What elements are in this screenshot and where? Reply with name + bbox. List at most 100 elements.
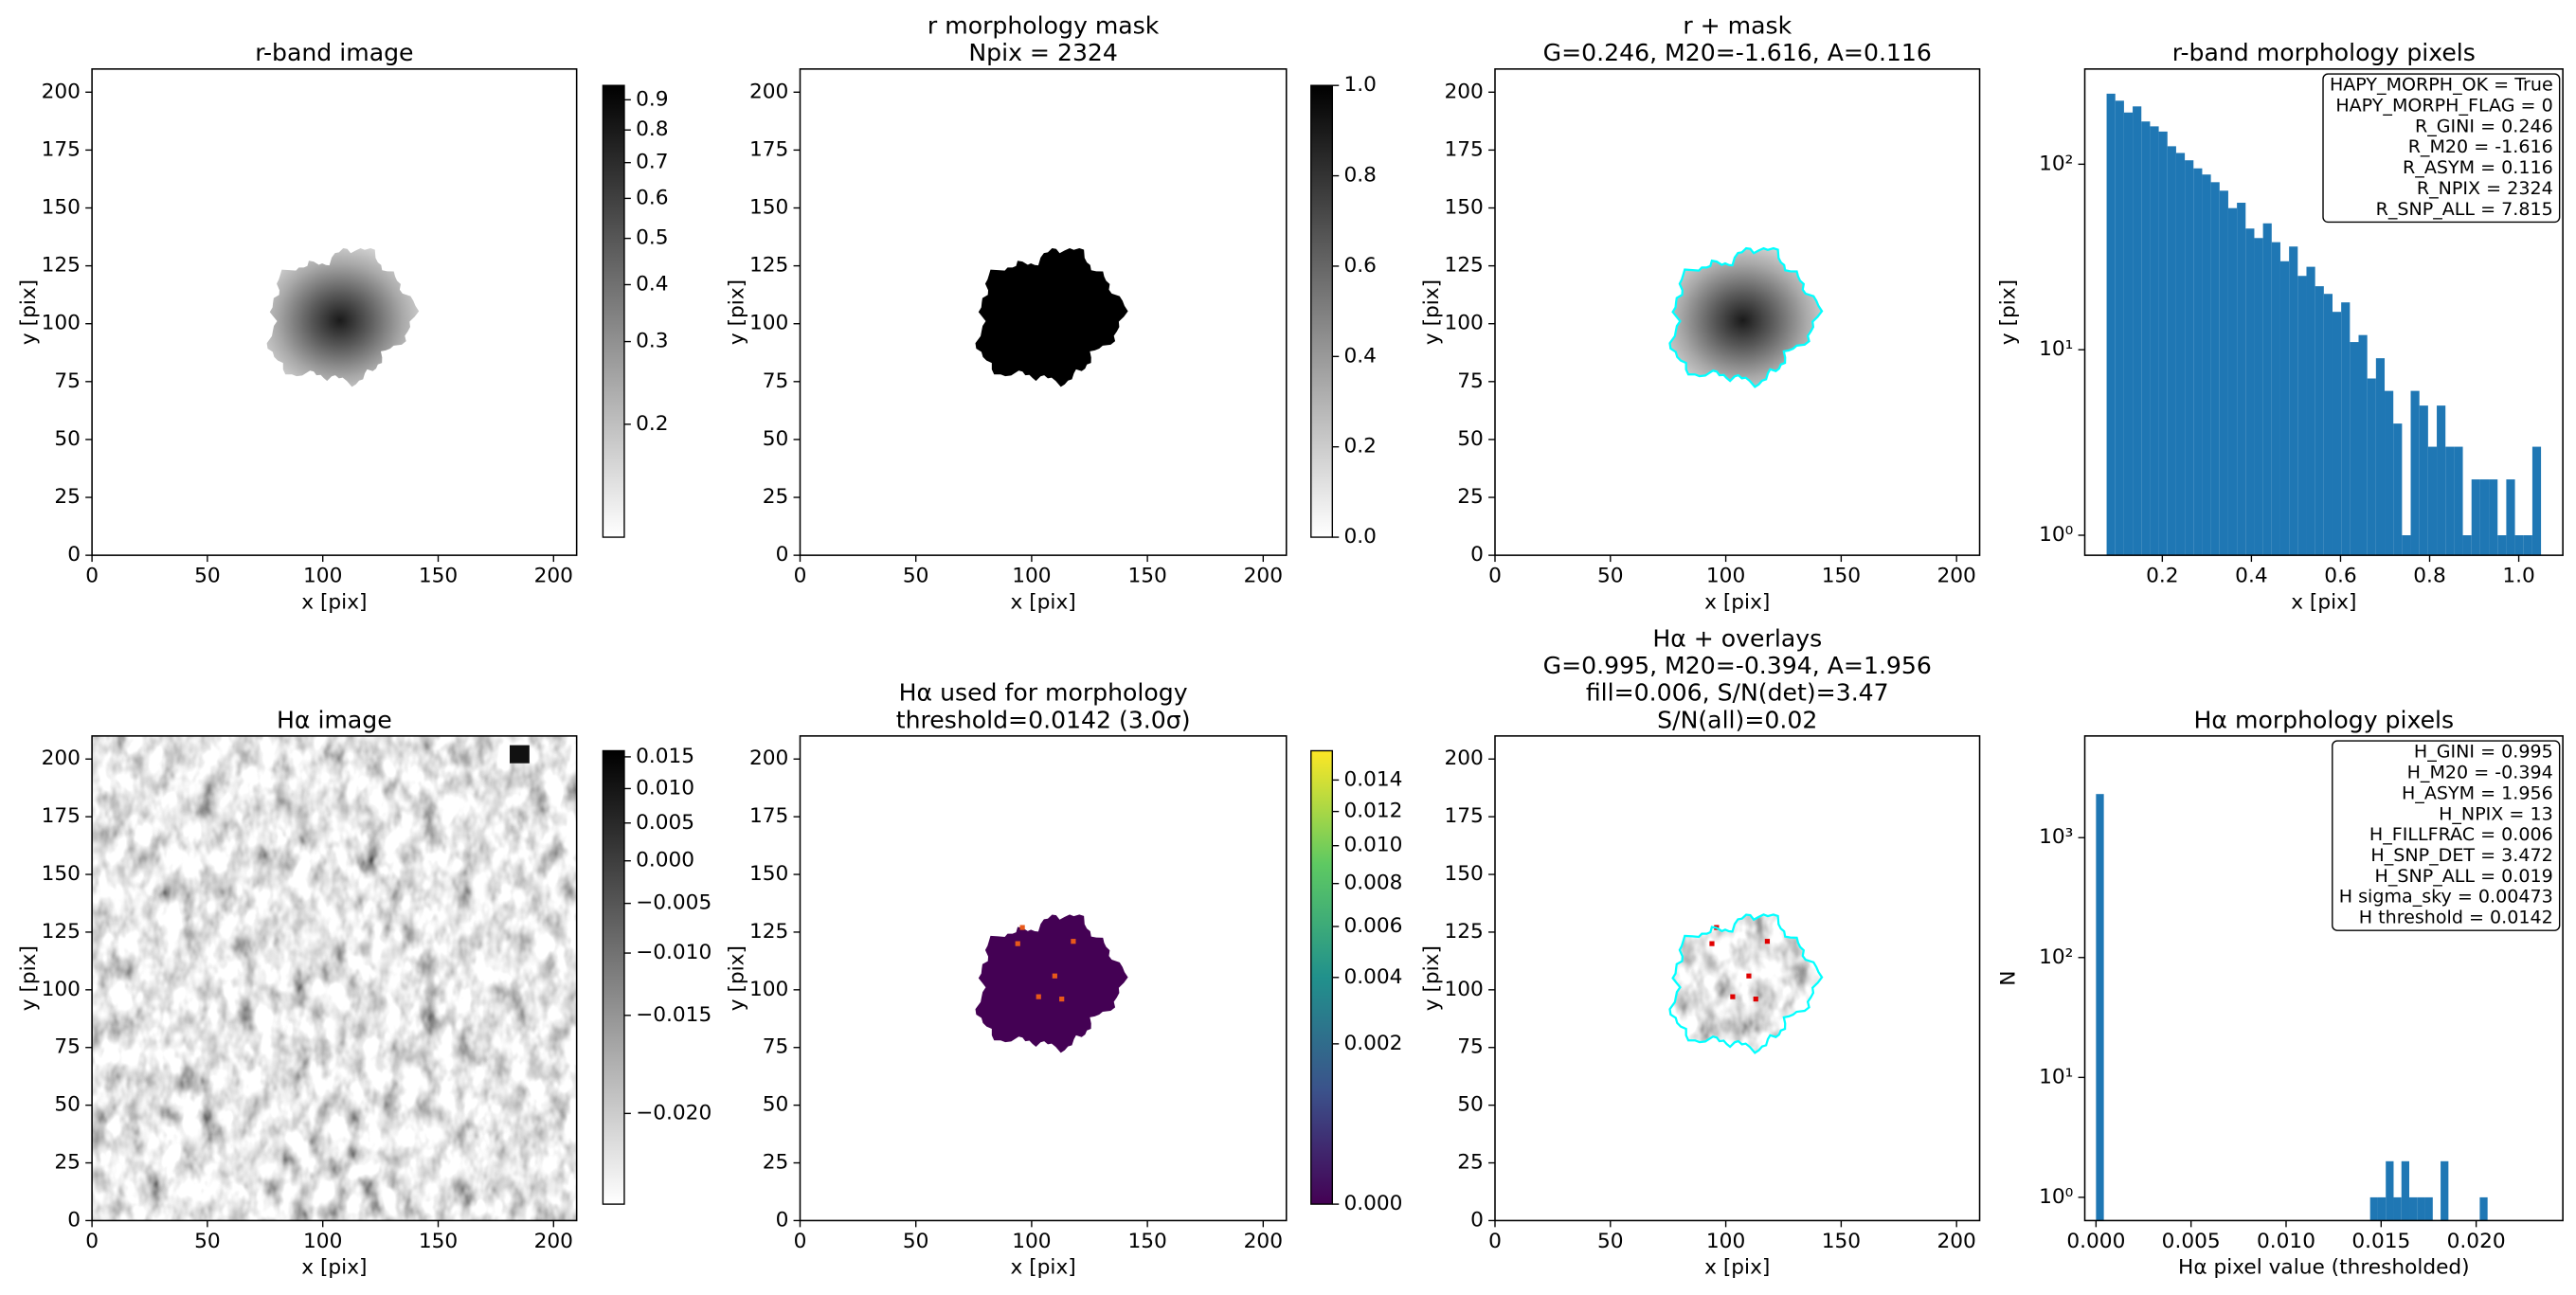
panel: Hα image 0 50 100 150 200 0 25 50 75 100 125 150 175 2…: [17, 706, 712, 1279]
hist-bar: [2471, 479, 2480, 556]
panel-title: threshold=0.0142 (3.0σ): [896, 706, 1191, 733]
x-axis-label: x [pix]: [1011, 590, 1076, 614]
colorbar-tick-label: 0.6: [1343, 254, 1376, 278]
y-tick-label: 75: [1457, 1035, 1484, 1059]
y-tick-label: 200: [749, 80, 788, 103]
bright-pixel: [1052, 973, 1057, 979]
panel-title: Hα + overlays: [1652, 624, 1822, 652]
panel-title: G=0.246, M20=-1.616, A=0.116: [1543, 39, 1932, 66]
x-tick-label: 0.000: [2066, 1230, 2125, 1253]
x-tick-label: 0.8: [2413, 565, 2445, 588]
colorbar-tick-label: 0.000: [1343, 1192, 1402, 1215]
hist-bar: [2210, 182, 2220, 556]
x-tick-label: 100: [303, 1230, 342, 1253]
hist-bar: [2150, 126, 2159, 556]
y-tick-label: 100: [749, 312, 788, 335]
bright-pixel: [1746, 973, 1752, 979]
x-tick-label: 150: [1822, 1230, 1861, 1253]
hist-bar: [2523, 535, 2532, 556]
hist-bar: [2369, 1196, 2378, 1221]
y-tick-label: 10⁰: [2039, 1185, 2073, 1209]
x-tick-label: 200: [1937, 1230, 1976, 1253]
stats-line: H_SNP_DET = 3.472: [2370, 845, 2552, 866]
y-tick-label: 100: [1445, 978, 1484, 1001]
bright-pixel: [1015, 941, 1020, 946]
axes-frame: [91, 735, 578, 1222]
y-tick-label: 50: [1457, 427, 1484, 451]
axes-frame: [799, 735, 1288, 1222]
hist-bar: [2419, 405, 2428, 556]
hist-bar: [2377, 1196, 2387, 1221]
x-tick-label: 100: [1012, 565, 1051, 588]
colorbar-tick-label: 0.8: [636, 117, 668, 141]
x-tick-label: 0.005: [2162, 1230, 2221, 1253]
colorbar-tick-label: 0.004: [1343, 965, 1402, 989]
colorbar-tick-label: 0.3: [636, 330, 668, 353]
stats-line: HAPY_MORPH_FLAG = 0: [2335, 96, 2552, 117]
bright-pixel: [1730, 994, 1736, 999]
colorbar-tick-label: −0.015: [636, 1003, 712, 1027]
panel-title: Hα image: [277, 706, 392, 733]
stats-line: R_GINI = 0.246: [2415, 116, 2553, 136]
hist-bar: [2531, 446, 2542, 556]
hist-bar: [2358, 334, 2368, 556]
x-axis-label: x [pix]: [1704, 590, 1770, 614]
hist-bar: [2096, 794, 2104, 1221]
hist-bar: [2410, 390, 2420, 556]
x-tick-label: 0: [85, 1230, 99, 1253]
y-axis-label: y [pix]: [1420, 279, 1444, 345]
bright-pixel: [1764, 939, 1771, 944]
stats-line: R_SNP_ALL = 7.815: [2376, 199, 2553, 220]
hist-bar: [2323, 294, 2333, 556]
x-tick-label: 150: [1127, 1230, 1166, 1253]
hist-bar: [2479, 1196, 2488, 1221]
hist-bar: [2386, 1160, 2394, 1221]
bright-pixel: [1019, 925, 1025, 930]
colorbar-tick-label: 0.008: [1343, 872, 1402, 895]
y-tick-label: 200: [1445, 746, 1484, 770]
x-tick-label: 50: [194, 1230, 221, 1253]
x-tick-label: 0: [1488, 565, 1502, 588]
colorbar-tick-label: 0.005: [636, 811, 694, 835]
axes-frame: [1494, 735, 1981, 1222]
colorbar-tick-label: 1.0: [1343, 73, 1376, 97]
x-tick-label: 50: [194, 565, 221, 588]
colorbar-tick-label: 0.015: [636, 745, 694, 768]
hist-bar: [2409, 1196, 2418, 1221]
x-tick-label: 1.0: [2502, 565, 2534, 588]
y-tick-label: 10³: [2039, 825, 2073, 849]
hist-bar: [2375, 358, 2386, 556]
x-tick-label: 50: [1597, 565, 1624, 588]
colorbar-tick-label: 0.8: [1343, 164, 1376, 188]
hist-bar: [2289, 246, 2298, 556]
x-tick-label: 200: [534, 1230, 573, 1253]
bright-pixel: [1753, 996, 1758, 1002]
colorbar-tick-label: −0.010: [636, 941, 712, 964]
colorbar-tick-label: 0.6: [636, 186, 668, 209]
y-tick-label: 0: [1470, 543, 1484, 567]
colorbar: [602, 84, 625, 538]
y-axis-label: y [pix]: [1997, 279, 2021, 345]
hist-bar: [2158, 131, 2168, 556]
hist-bar: [2106, 93, 2116, 556]
y-axis-label: y [pix]: [17, 945, 41, 1011]
panel-title: Npix = 2324: [968, 39, 1118, 66]
colorbar-tick-label: 0.010: [1343, 834, 1402, 857]
x-tick-label: 200: [1244, 1230, 1283, 1253]
hist-bar: [2332, 312, 2342, 556]
colorbar-tick-label: 0.4: [636, 272, 668, 296]
colorbar-tick-label: 0.006: [1343, 914, 1402, 938]
y-tick-label: 175: [749, 137, 788, 161]
galaxy-image: [266, 248, 420, 387]
hist-bar: [2367, 378, 2376, 556]
bright-pixel: [1036, 994, 1041, 999]
hist-bar: [2489, 479, 2498, 556]
x-tick-label: 0.010: [2257, 1230, 2315, 1253]
hist-bar: [2424, 1196, 2433, 1221]
x-tick-label: 200: [1937, 565, 1976, 588]
x-axis-label: Hα pixel value (thresholded): [2178, 1256, 2470, 1280]
x-tick-label: 50: [903, 1230, 929, 1253]
stats-box-frame: [2332, 740, 2561, 931]
